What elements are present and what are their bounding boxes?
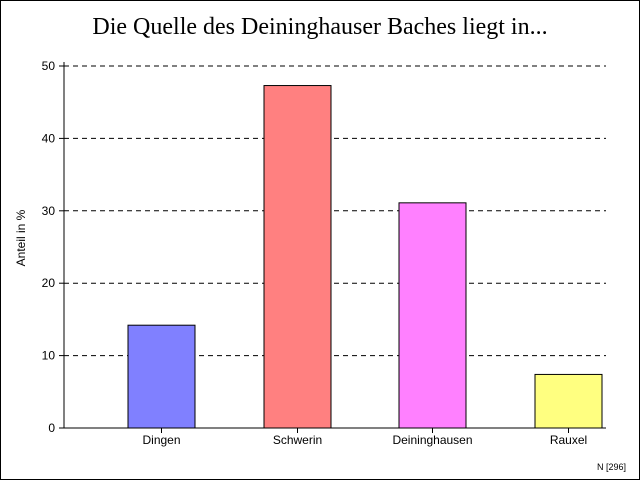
bar-rauxel (534, 373, 603, 429)
y-tick-label-40: 40 (42, 131, 56, 145)
x-tick-label-rauxel: Rauxel (550, 433, 587, 447)
y-tick-label-30: 30 (42, 204, 56, 218)
gridlines (64, 65, 606, 357)
x-tick-label-deininghausen: Deininghausen (392, 433, 472, 447)
y-tick-label-10: 10 (42, 349, 56, 363)
y-tick-label-0: 0 (48, 421, 55, 435)
bars (127, 85, 603, 429)
x-tick-label-dingen: Dingen (142, 433, 180, 447)
bar-schwerin (263, 85, 332, 429)
x-tick-label-schwerin: Schwerin (273, 433, 322, 447)
sample-size-note: N [296] (596, 462, 626, 472)
axes: 0 10 20 30 40 50 Dingen Schwerin Deininghausen Ra… (42, 59, 606, 447)
y-tick-label-50: 50 (42, 59, 56, 73)
bar-dingen (127, 324, 196, 429)
y-axis-label: Anteil in % (14, 209, 28, 266)
y-tick-label-20: 20 (42, 276, 56, 290)
chart-title: Die Quelle des Deininghauser Baches lieg… (92, 14, 548, 40)
bar-deininghausen (398, 202, 467, 429)
